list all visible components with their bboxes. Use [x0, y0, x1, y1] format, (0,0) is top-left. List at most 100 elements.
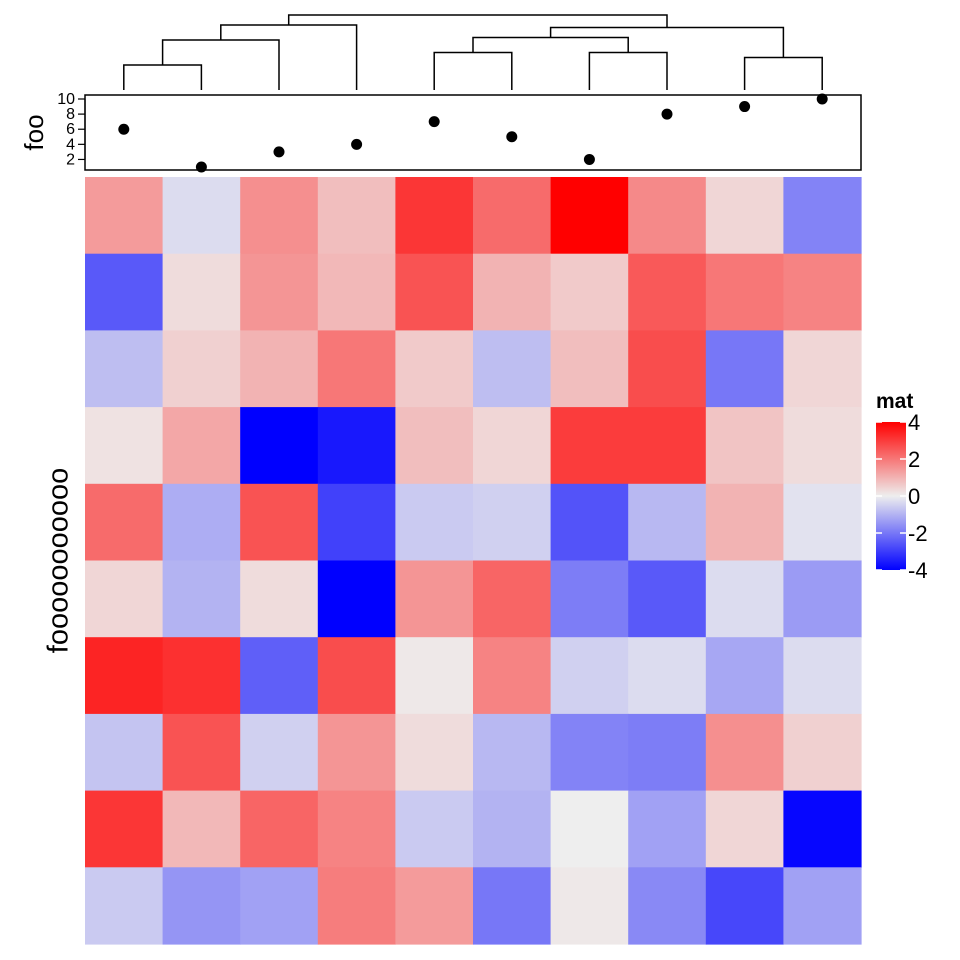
- heatmap-cell: [705, 407, 784, 485]
- heatmap-cell: [628, 177, 707, 255]
- heatmap-cell: [317, 330, 396, 408]
- heatmap-cell: [162, 253, 241, 331]
- heatmap-cell: [783, 637, 862, 715]
- heatmap-cell: [783, 713, 862, 792]
- heatmap-cell: [550, 253, 629, 331]
- heatmap-cell: [240, 790, 319, 868]
- heatmap-cell: [473, 483, 552, 562]
- heatmap-cell: [473, 177, 552, 255]
- heatmap-cell: [550, 177, 629, 255]
- heatmap-cell: [473, 713, 552, 792]
- annotation-point: [428, 116, 440, 128]
- heatmap-cell: [705, 177, 784, 255]
- heatmap-cell: [240, 253, 319, 331]
- annotation-name: foo: [19, 114, 49, 150]
- heatmap-cell: [162, 790, 241, 868]
- heatmap-cell: [85, 177, 164, 255]
- annotation-point: [739, 101, 751, 113]
- annotation-tick-label: 8: [66, 106, 75, 123]
- heatmap-cell: [240, 637, 319, 715]
- annotation-tick-label: 4: [66, 136, 75, 153]
- heatmap-cell: [705, 637, 784, 715]
- heatmap-cell: [395, 713, 474, 792]
- legend-tick-label: 0: [908, 484, 920, 509]
- legend-tick-label: 4: [908, 410, 920, 435]
- heatmap-cell: [317, 560, 396, 638]
- heatmap-cell: [162, 637, 241, 715]
- heatmap-cell: [85, 407, 164, 485]
- heatmap-cell: [162, 407, 241, 485]
- annotation-point: [351, 138, 363, 150]
- heatmap-cell: [473, 407, 552, 485]
- heatmap-cell: [705, 713, 784, 792]
- heatmap-body: [85, 177, 862, 945]
- heatmap-cell: [85, 330, 164, 408]
- heatmap-cell: [628, 330, 707, 408]
- heatmap-cell: [317, 483, 396, 562]
- heatmap-cell: [240, 713, 319, 792]
- heatmap-cell: [85, 483, 164, 562]
- annotation-point: [273, 146, 285, 158]
- heatmap-cell: [705, 560, 784, 638]
- heatmap-cell: [550, 713, 629, 792]
- heatmap-cell: [85, 560, 164, 638]
- heatmap-cell: [783, 330, 862, 408]
- heatmap-cell: [473, 867, 552, 945]
- heatmap-cell: [85, 713, 164, 792]
- heatmap-cell: [395, 483, 474, 562]
- heatmap-cell: [240, 483, 319, 562]
- annotation-point: [118, 123, 130, 135]
- heatmap-cell: [473, 790, 552, 868]
- column-dendrogram: [123, 14, 823, 90]
- heatmap-cell: [395, 560, 474, 638]
- dendrogram-branch: [220, 24, 358, 90]
- annotation-tick-label: 2: [66, 151, 75, 168]
- heatmap-cell: [240, 407, 319, 485]
- color-legend: mat 4 2 0 -2 -4: [876, 390, 928, 583]
- heatmap-cell: [550, 637, 629, 715]
- heatmap-cell: [240, 560, 319, 638]
- heatmap-cell: [783, 407, 862, 485]
- heatmap-cell: [550, 560, 629, 638]
- heatmap-cell: [628, 253, 707, 331]
- heatmap-cell: [317, 790, 396, 868]
- heatmap-cell: [317, 713, 396, 792]
- heatmap-cell: [395, 177, 474, 255]
- annotation-point: [583, 153, 595, 165]
- heatmap-cell: [705, 790, 784, 868]
- heatmap-cell: [317, 867, 396, 945]
- heatmap-cell: [550, 790, 629, 868]
- dendrogram-branch: [433, 51, 513, 90]
- heatmap-cell: [705, 330, 784, 408]
- heatmap-cell: [550, 867, 629, 945]
- annotation-point: [506, 131, 518, 143]
- heatmap-cell: [395, 637, 474, 715]
- heatmap-cell: [783, 483, 862, 562]
- heatmap-cell: [395, 790, 474, 868]
- heatmap-cell: [162, 483, 241, 562]
- heatmap-cell: [628, 560, 707, 638]
- legend-ticks: 4 2 0 -2 -4: [876, 410, 928, 583]
- heatmap-cell: [628, 407, 707, 485]
- dendrogram-branch: [743, 56, 823, 90]
- heatmap-cell: [240, 330, 319, 408]
- dendrogram-branch: [123, 64, 203, 90]
- heatmap-cell: [395, 330, 474, 408]
- heatmap-cell: [162, 330, 241, 408]
- heatmap-cell: [550, 483, 629, 562]
- heatmap-cell: [162, 177, 241, 255]
- heatmap-cell: [317, 637, 396, 715]
- heatmap-cell: [85, 637, 164, 715]
- heatmap-cell: [783, 867, 862, 945]
- heatmap-cell: [783, 560, 862, 638]
- heatmap-cell: [550, 407, 629, 485]
- annotation-point: [816, 93, 828, 105]
- legend-title: mat: [876, 390, 913, 413]
- heatmap-cell: [85, 253, 164, 331]
- row-title: fooooooooooo: [43, 468, 75, 653]
- heatmap-cell: [162, 713, 241, 792]
- heatmap-cell: [473, 637, 552, 715]
- legend-tick-label: 2: [908, 447, 920, 472]
